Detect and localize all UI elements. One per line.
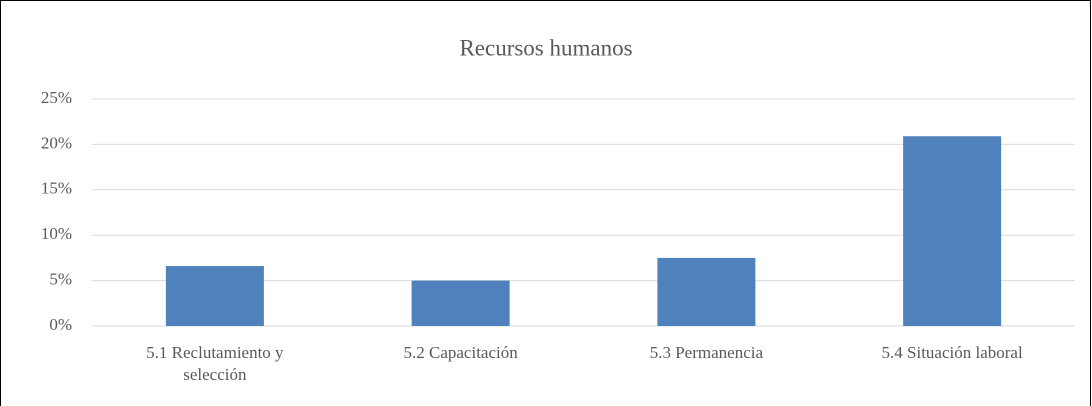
y-tick-label: 10% <box>41 224 72 243</box>
y-tick-label: 20% <box>41 133 72 152</box>
y-tick-label: 0% <box>49 315 72 334</box>
y-tick-label: 5% <box>49 270 72 289</box>
x-tick-label: 5.3 Permanencia <box>649 343 764 362</box>
chart-title: Recursos humanos <box>459 35 632 60</box>
bar <box>903 136 1002 326</box>
bar <box>411 280 510 326</box>
x-tick-label: 5.1 Reclutamiento y selección <box>146 343 284 384</box>
bar <box>657 257 756 326</box>
x-tick-label: 5.2 Capacitación <box>403 343 518 362</box>
y-tick-label: 25% <box>41 88 72 107</box>
x-tick-label: 5.4 Situación laboral <box>881 343 1023 362</box>
bar <box>165 266 264 326</box>
y-tick-label: 15% <box>41 179 72 198</box>
